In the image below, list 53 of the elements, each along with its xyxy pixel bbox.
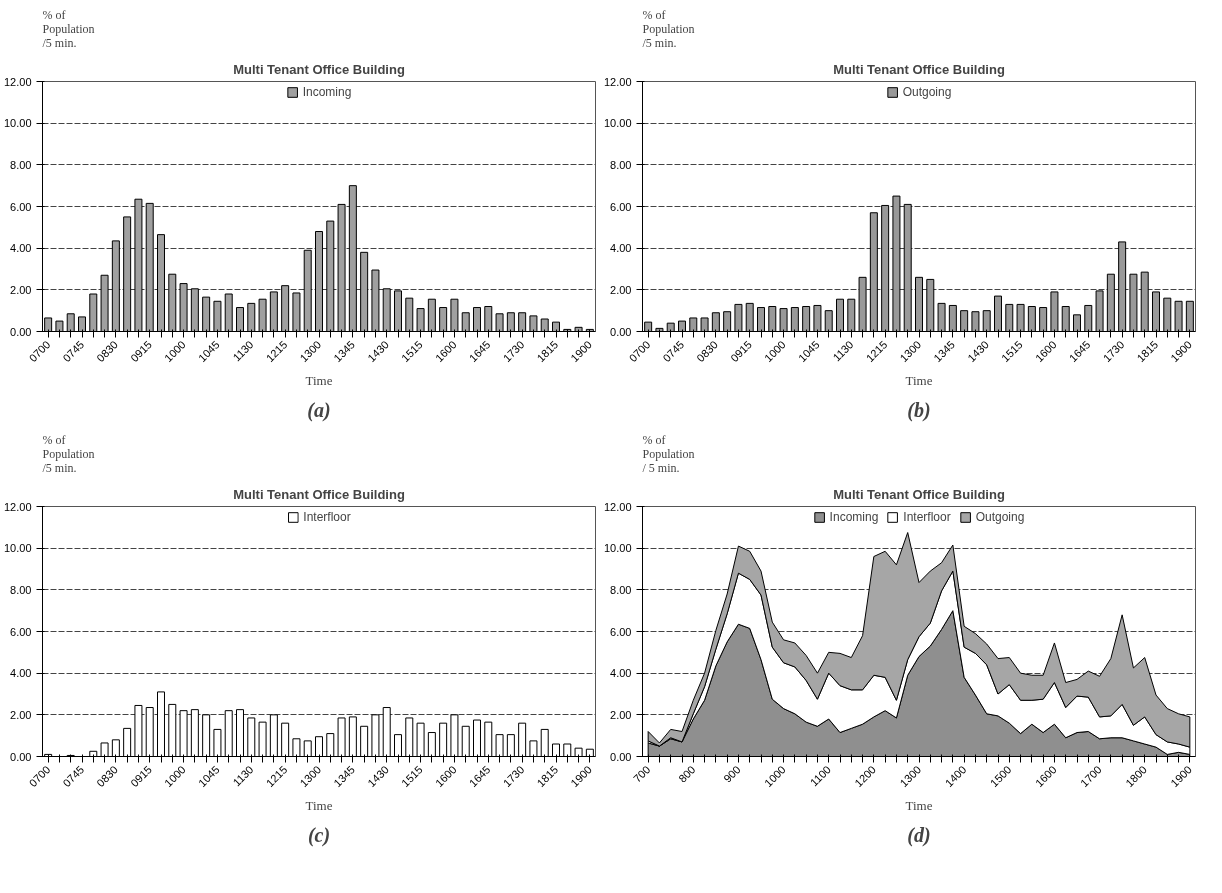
x-tick-label: 900: [721, 763, 743, 785]
y-tick-label: 12.00: [3, 75, 32, 88]
text: (c): [307, 823, 331, 847]
legend-label: Interfloor: [903, 510, 951, 524]
y-tick-label: 6.00: [10, 625, 32, 638]
y-tick-label: 12.00: [603, 500, 632, 513]
y-tick-label: 4.00: [610, 242, 632, 255]
y-tick-label: 0.00: [610, 325, 632, 338]
y-tick-label: 4.00: [10, 242, 32, 255]
y-axis-title: % of Population /5 min.: [42, 432, 95, 475]
y-tick-label: 6.00: [610, 200, 632, 213]
x-tick-label: 700: [630, 763, 653, 785]
y-tick-label: 2.00: [610, 283, 632, 296]
y-tick-label: 10.00: [3, 117, 32, 130]
chart-title: Multi Tenant Office Building: [833, 61, 1005, 77]
chart-title: Multi Tenant Office Building: [233, 61, 405, 77]
y-tick-label: 10.00: [603, 542, 632, 555]
x-axis-title: Time: [305, 798, 333, 814]
y-tick-label: 6.00: [10, 200, 32, 213]
y-tick-label: 12.00: [3, 500, 32, 513]
legend-label: Incoming: [829, 510, 879, 524]
x-axis-title: Time: [905, 373, 933, 389]
y-tick-label: 8.00: [10, 158, 32, 171]
y-tick-label: 4.00: [10, 667, 32, 680]
y-tick-label: 0.00: [610, 750, 632, 763]
y-tick-label: 8.00: [610, 583, 632, 596]
y-tick-label: 8.00: [10, 583, 32, 596]
y-tick-label: 8.00: [610, 158, 632, 171]
y-tick-label: 2.00: [610, 708, 632, 721]
y-tick-label: 4.00: [610, 667, 632, 680]
x-axis-title: Time: [305, 373, 333, 389]
x-axis-title: Time: [905, 798, 933, 814]
legend-label: Incoming: [302, 85, 352, 99]
legend-label: Interfloor: [303, 510, 351, 524]
y-tick-label: 10.00: [603, 117, 632, 130]
y-axis-title: % of Population /5 min.: [642, 7, 695, 50]
y-tick-label: 10.00: [3, 542, 32, 555]
y-tick-label: 2.00: [10, 283, 32, 296]
legend-label: Outgoing: [975, 510, 1025, 524]
x-tick-label: 800: [676, 763, 698, 785]
chart-title: Multi Tenant Office Building: [833, 486, 1005, 502]
text: (a): [307, 398, 331, 422]
y-tick-label: 2.00: [10, 708, 32, 721]
y-tick-label: 0.00: [10, 325, 32, 338]
text: (b): [907, 398, 931, 422]
text: (d): [907, 823, 931, 847]
y-tick-label: 0.00: [10, 750, 32, 763]
y-axis-title: % of Population /5 min.: [42, 7, 95, 50]
chart-title: Multi Tenant Office Building: [233, 486, 405, 502]
y-tick-label: 6.00: [610, 625, 632, 638]
y-axis-title: % of Population / 5 min.: [642, 432, 695, 475]
y-tick-label: 12.00: [603, 75, 632, 88]
legend-label: Outgoing: [902, 85, 952, 99]
